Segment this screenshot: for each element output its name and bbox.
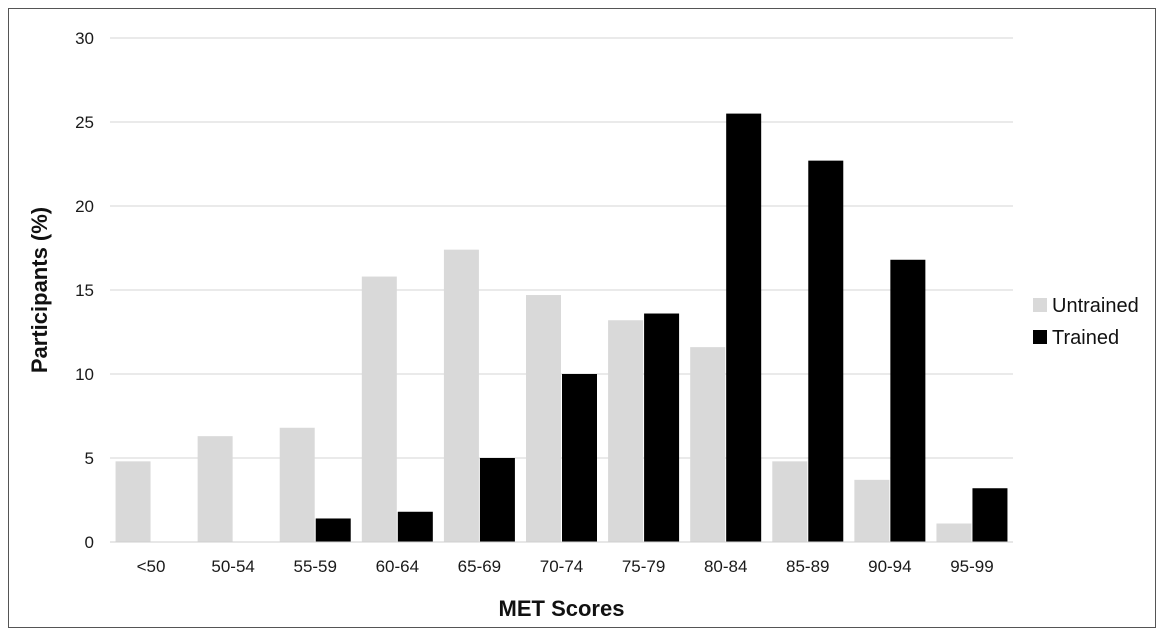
bars [115,113,1008,542]
legend: Untrained Trained [1033,295,1139,349]
y-tick-labels: 0 5 10 15 20 25 30 [75,29,94,552]
x-tick-label: 60-64 [376,557,419,576]
bar-untrained-2 [279,427,315,542]
x-tick-label: 85-89 [786,557,829,576]
x-tick-label: 90-94 [868,557,911,576]
y-tick-label: 30 [75,29,94,48]
x-tick-labels: <50 50-54 55-59 60-64 65-69 70-74 75-79 80-84 85… [137,557,994,576]
bar-untrained-5 [526,295,561,542]
bar-trained-7 [726,113,762,542]
x-tick-label: 50-54 [211,557,254,576]
x-tick-label: 95-99 [950,557,993,576]
legend-label-trained: Trained [1052,327,1119,349]
bar-untrained-9 [854,479,890,542]
gridlines [110,37,1013,459]
y-tick-label: 15 [75,281,94,300]
x-tick-label: 70-74 [540,557,583,576]
bar-untrained-8 [772,461,808,542]
bar-untrained-1 [197,436,233,542]
x-axis-title: MET Scores [499,596,625,621]
legend-label-untrained: Untrained [1052,295,1139,317]
bar-untrained-3 [361,276,397,542]
bar-trained-3 [397,511,433,542]
bar-trained-9 [890,259,926,542]
x-tick-label: 65-69 [458,557,501,576]
bar-trained-10 [972,488,1008,542]
bar-untrained-7 [690,347,726,542]
y-tick-label: 0 [85,533,94,552]
y-axis-title: Participants (%) [27,207,52,373]
bar-untrained-0 [115,461,151,542]
x-tick-label: 75-79 [622,557,665,576]
bar-trained-8 [808,160,844,542]
bar-trained-2 [315,518,351,542]
y-tick-label: 25 [75,113,94,132]
legend-swatch-untrained [1033,298,1047,312]
bar-untrained-4 [443,249,479,542]
bar-untrained-6 [608,320,644,542]
legend-swatch-trained [1033,330,1047,344]
bar-trained-4 [479,458,515,542]
bar-untrained-10 [936,523,972,542]
y-tick-label: 20 [75,197,94,216]
y-tick-label: 5 [85,449,94,468]
x-tick-label: 55-59 [293,557,336,576]
x-tick-label: 80-84 [704,557,747,576]
bar-trained-6 [644,313,680,542]
x-tick-label: <50 [137,557,166,576]
y-tick-label: 10 [75,365,94,384]
bar-trained-5 [562,374,597,542]
